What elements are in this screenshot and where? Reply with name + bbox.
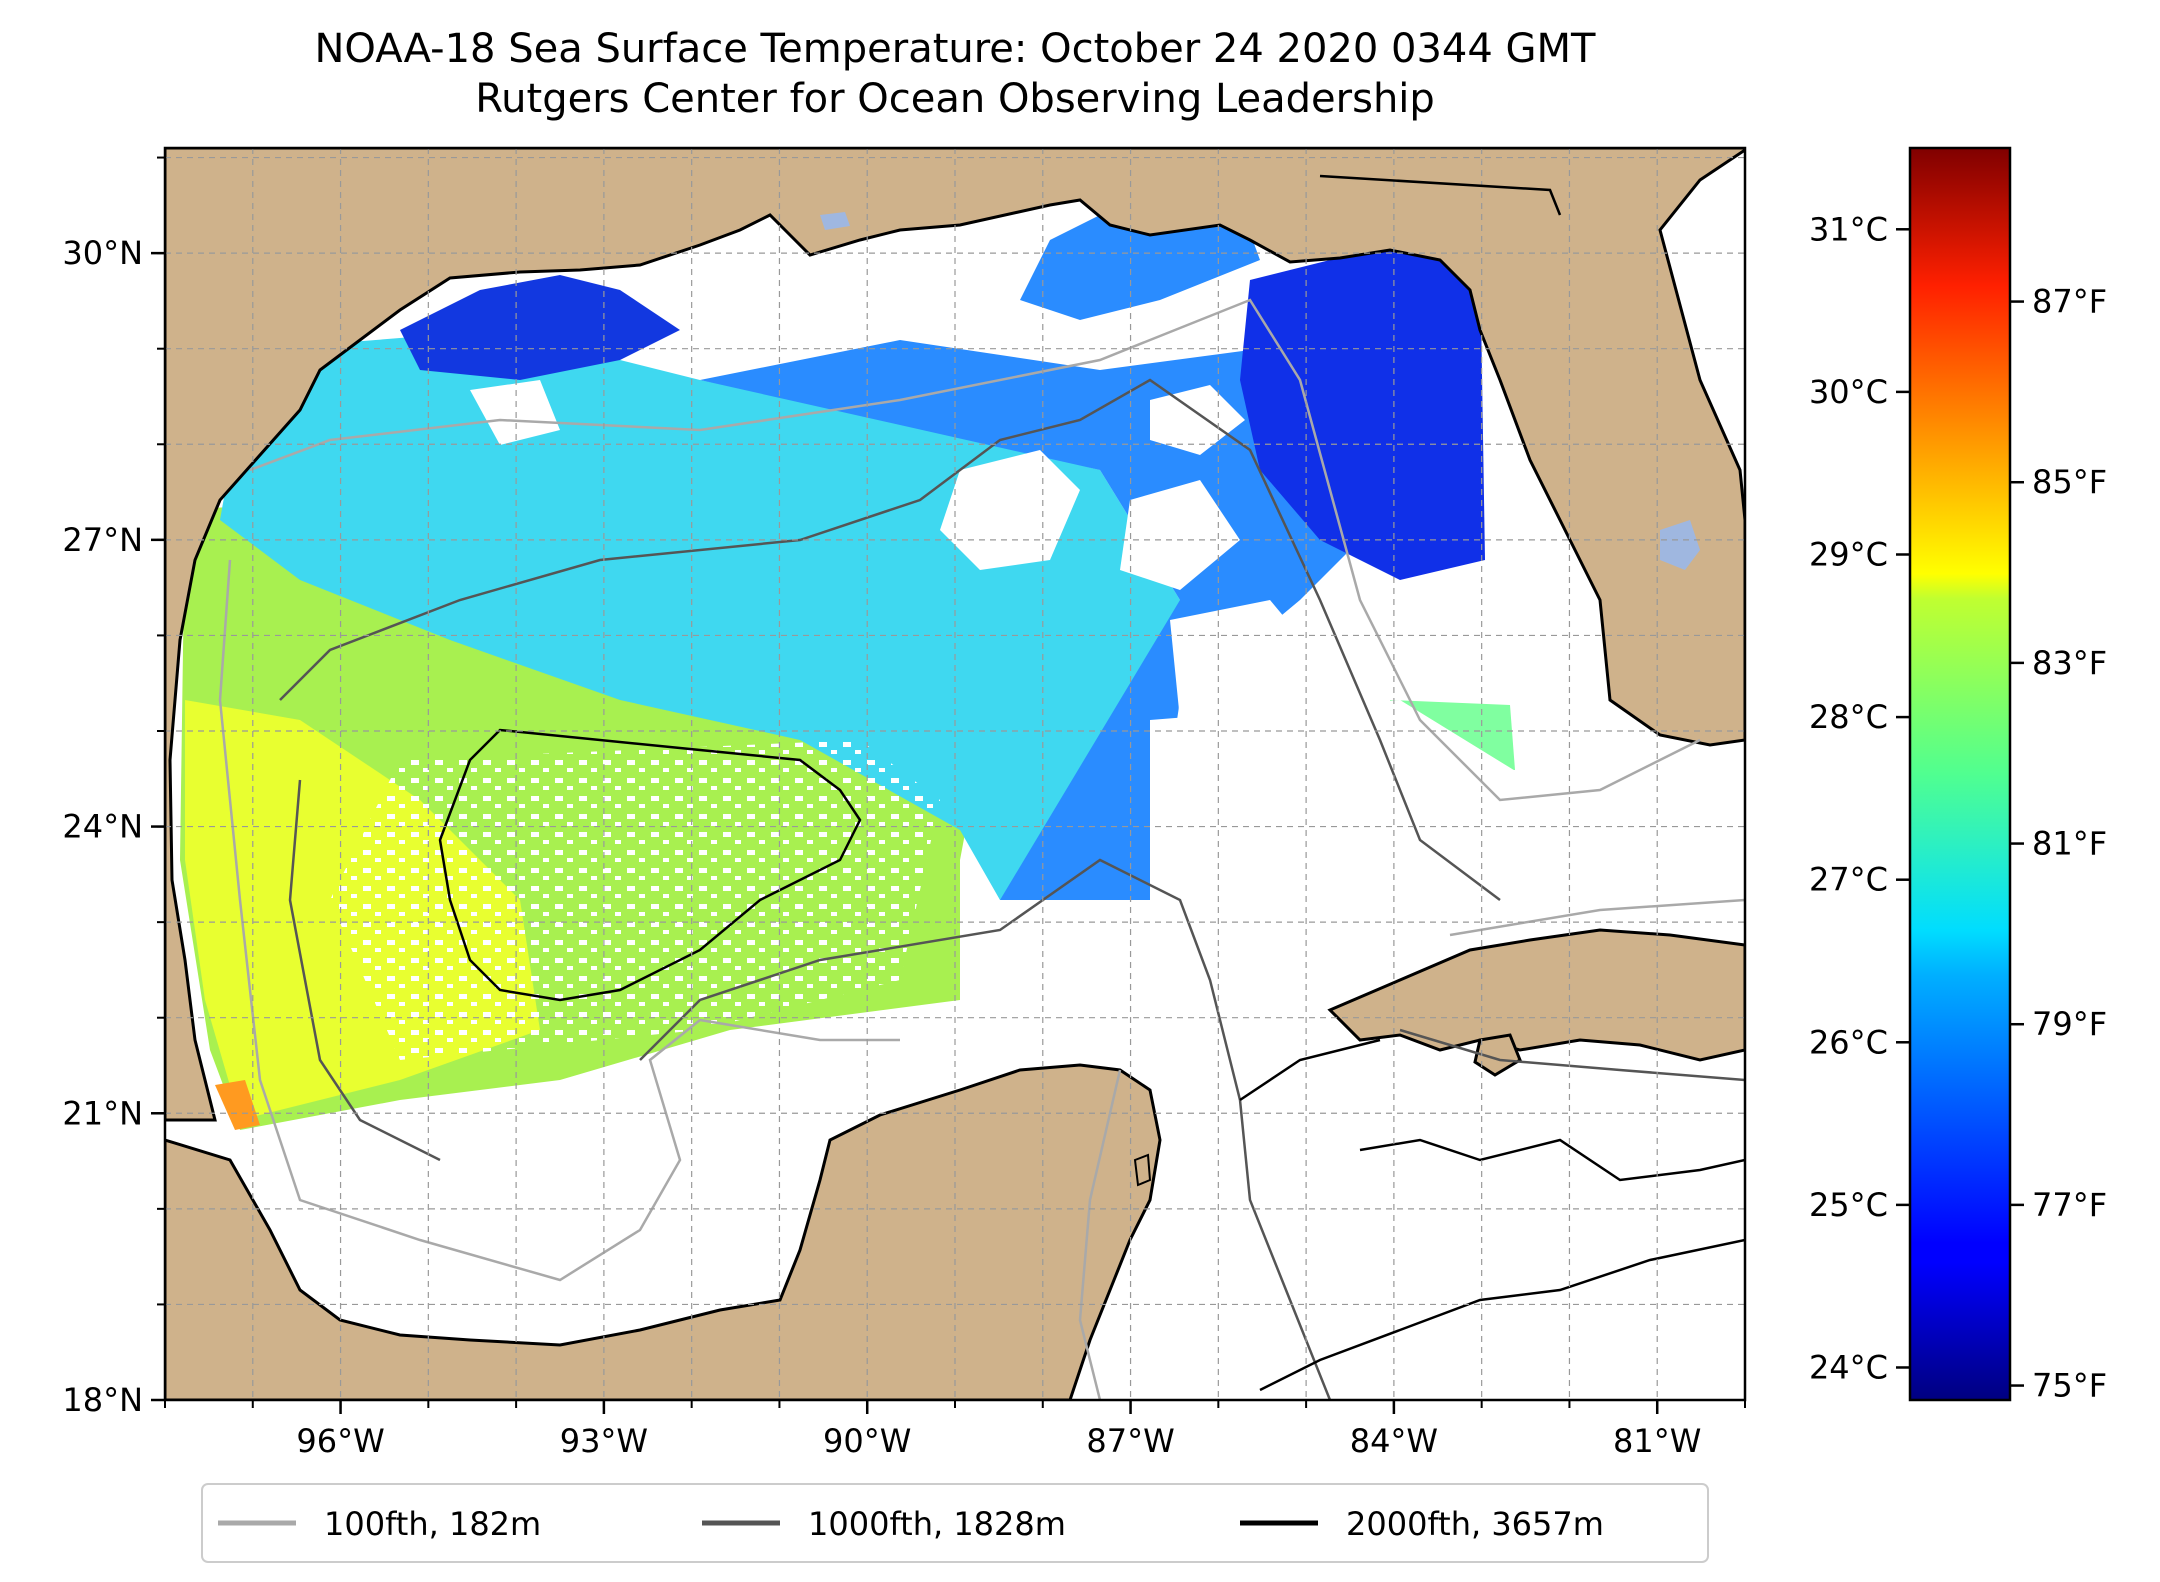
lat-tick-label: 24°N [62,808,143,846]
legend-item: 100fth, 182m [218,1505,541,1543]
colorbar-celsius-label: 24°C [1809,1348,1888,1386]
sst-cyan-region [220,330,1180,900]
legend: 100fth, 182m 1000fth, 1828m 2000fth, 3657m [201,1483,1709,1563]
sst-deepblue-northeast [1240,240,1485,580]
swath-clear-south [1150,700,1530,1000]
legend-item: 1000fth, 1828m [702,1505,1066,1543]
lat-tick-label: 18°N [62,1381,143,1419]
cloud-gap-4 [1170,600,1320,740]
colorbar-fahrenheit-label: 77°F [2032,1186,2107,1224]
colorbar-celsius-label: 26°C [1809,1023,1888,1061]
state-border-line [1319,174,1562,216]
colorbar-fahrenheit-label: 79°F [2032,1005,2107,1043]
land-isla-juventud [1473,1033,1522,1077]
title-line-2: Rutgers Center for Ocean Observing Leade… [475,76,1435,122]
sst-speckle-gaps [330,740,940,1060]
lat-tick-label: 21°N [62,1094,143,1132]
lake-okeechobee [1660,520,1700,570]
cloud-gap-5 [470,380,560,445]
lon-tick-label: 84°W [1350,1422,1438,1460]
lon-tick-label: 96°W [296,1422,384,1460]
legend-box [201,1483,1709,1563]
lake-pontchartrain [820,212,850,230]
map-panel [165,148,1745,1400]
axis-ticks [151,156,1746,1414]
contour-1000fth [279,378,1745,1400]
contour-2000fth [438,728,1745,1392]
sst-red-edge [215,1080,260,1130]
lon-tick-label: 87°W [1086,1422,1174,1460]
cloud-gap-3 [1150,385,1245,455]
lat-tick-label: 27°N [62,521,143,559]
colorbar-fahrenheit-label: 75°F [2032,1367,2107,1405]
legend-label: 1000fth, 1828m [808,1505,1066,1543]
colorbar: 24°C 25°C 26°C 27°C 28°C 29°C 30°C 31°C 75°F 77°… [1809,146,2107,1405]
cloud-gap-2 [1120,480,1240,590]
land-mexico-yucatan [165,1063,1162,1400]
contour-100fth [218,298,1745,1400]
sst-deepblue-northwest [400,275,680,380]
sst-swath [180,205,1530,1130]
colorbar-fahrenheit-label: 85°F [2032,463,2107,501]
colorbar-fahrenheit-label: 81°F [2032,825,2107,863]
colorbar-fahrenheit-label: 83°F [2032,644,2107,682]
land [165,148,1745,1400]
colorbar-celsius-label: 30°C [1809,373,1888,411]
sst-blue-ne-shelf [1020,205,1260,320]
title-line-1: NOAA-18 Sea Surface Temperature: October… [315,26,1597,72]
land-us-gulf-coast [165,148,1745,1122]
lon-tick-label: 90°W [823,1422,911,1460]
colorbar-celsius-label: 27°C [1809,861,1888,899]
sst-blue-region [700,340,1400,900]
legend-label: 2000fth, 3657m [1346,1505,1604,1543]
colorbar-gradient [1908,146,2012,1402]
colorbar-celsius-label: 29°C [1809,535,1888,573]
lat-tick-label: 30°N [62,234,143,272]
colorbar-celsius-label: 28°C [1809,698,1888,736]
legend-item: 2000fth, 3657m [1240,1505,1604,1543]
colorbar-celsius-label: 25°C [1809,1186,1888,1224]
land-cuba [1327,928,1745,1062]
land-cozumel [1133,1153,1152,1187]
colorbar-celsius-label: 31°C [1809,210,1888,248]
colorbar-celsius-ticks: 24°C 25°C 26°C 27°C 28°C 29°C 30°C 31°C [1809,210,1910,1386]
latitude-labels: 18°N 21°N 24°N 27°N 30°N [62,234,143,1419]
longitude-labels: 96°W 93°W 90°W 87°W 84°W 81°W [296,1422,1701,1460]
colorbar-fahrenheit-label: 87°F [2032,283,2107,321]
lon-tick-label: 93°W [560,1422,648,1460]
lon-tick-label: 81°W [1613,1422,1701,1460]
legend-label: 100fth, 182m [324,1505,541,1543]
colorbar-fahrenheit-ticks: 75°F 77°F 79°F 81°F 83°F 85°F 87°F [2010,283,2107,1405]
bathymetry [218,298,1745,1400]
